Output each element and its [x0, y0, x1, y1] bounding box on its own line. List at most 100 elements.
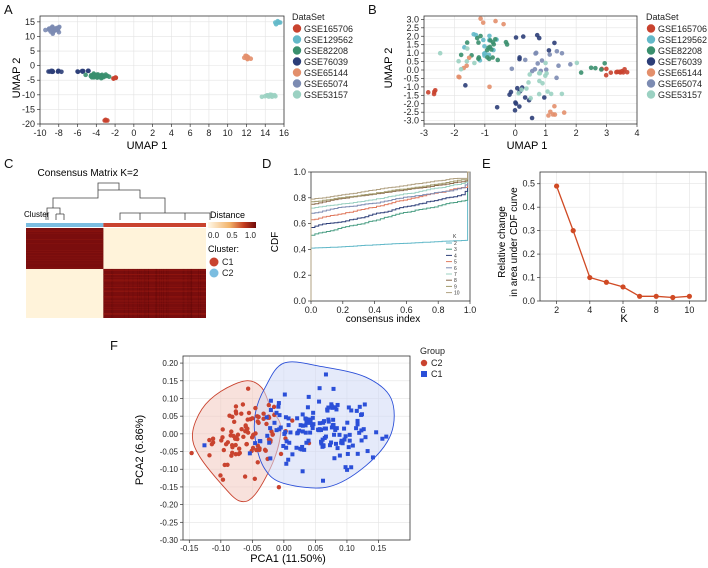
umap-b-legend-marker [646, 57, 656, 66]
umap-a-ytick-label: 15 [25, 17, 35, 27]
umap-b-point [526, 80, 531, 85]
pca-point-c1 [304, 417, 309, 422]
pca-point-c1 [268, 456, 273, 461]
pca-point-c1 [265, 433, 270, 438]
pca-point-c2 [253, 405, 258, 411]
umap-a-ytick-label: 5 [30, 46, 35, 56]
delta-area-point-k9 [670, 294, 676, 301]
pca-point-c1 [320, 437, 325, 442]
umap-b-point [501, 21, 506, 27]
pca-point-c1 [347, 432, 352, 437]
umap-b-point [515, 85, 520, 91]
cdf-xtick-label: 0.4 [368, 305, 381, 315]
pca-point-c1 [308, 430, 313, 435]
heatmap-dendrogram [45, 182, 211, 220]
pca-point-c1 [347, 438, 352, 443]
pca-legend-label: C2 [431, 358, 443, 368]
pca-point-c2 [269, 429, 274, 434]
umap-b-point [624, 69, 630, 75]
umap-b-point [522, 57, 528, 63]
umap-b-legend-marker [646, 68, 656, 77]
pca-point-c2 [250, 445, 256, 451]
umap-b-point [520, 34, 526, 39]
umap-b-point [457, 74, 462, 80]
umap-b-point [537, 78, 542, 84]
panel-label-e: E [482, 156, 491, 171]
pca-hulls [191, 361, 395, 503]
pca-point-c1 [335, 402, 340, 407]
pca-point-c1 [274, 428, 279, 433]
umap-a-xtick-label: -8 [55, 128, 63, 138]
umap-b-ytick-label: -3.0 [403, 116, 419, 126]
pca-point-c1 [317, 427, 322, 432]
pca-point-c1 [282, 392, 287, 397]
umap-a-legend-label: GSE76039 [304, 57, 348, 67]
pca-ytick-label: -0.25 [160, 518, 179, 527]
pca-point-c1 [327, 443, 332, 448]
umap-a-xtick-label: 14 [260, 128, 270, 138]
cdf-ytick-label: 0.6 [293, 219, 306, 229]
delta-area-point-k5 [603, 279, 610, 285]
pca-point-c2 [239, 427, 244, 432]
pca-point-c2 [220, 477, 226, 482]
umap-a-legend-label: GSE82208 [304, 46, 348, 56]
umap-a-point [59, 69, 64, 75]
umap-b-legend: DataSet GSE165706GSE129562GSE82208GSE7603… [646, 12, 707, 100]
pca-point-c1 [345, 467, 350, 472]
pca-point-c2 [209, 442, 215, 447]
umap-b-point [534, 32, 540, 38]
umap-a-xtick-label: 8 [206, 128, 211, 138]
pca-point-c1 [357, 430, 362, 435]
pca-point-c1 [332, 456, 337, 461]
pca-point-c1 [277, 413, 282, 418]
umap-b-point [491, 42, 497, 47]
delta-area-point-k6 [620, 284, 626, 290]
pca-point-c1 [284, 461, 289, 466]
pca-point-c1 [306, 394, 311, 399]
pca-point-c1 [290, 452, 295, 457]
cdf-line-k4 [310, 171, 470, 301]
pca-point-c1 [355, 451, 360, 456]
umap-b-point [463, 83, 468, 88]
pca-point-c2 [242, 474, 248, 479]
cdf-lines [310, 171, 470, 301]
pca-point-c1 [333, 441, 338, 446]
panel-d-cdf: 0.0 0.2 0.4 0.6 0.8 1.0 0.0 0.2 0.4 0.6 0.8 1.0 K23… [270, 167, 476, 325]
umap-b-point [488, 38, 493, 43]
cdf-legend-label: 6 [454, 266, 457, 272]
umap-b-point [487, 84, 492, 90]
umap-a-legend-label: GSE65074 [304, 79, 348, 89]
delta-area-xlabel: K [620, 313, 628, 325]
umap-b-point [480, 20, 486, 25]
pca-point-c1 [300, 423, 305, 428]
pca-point-c1 [303, 423, 308, 428]
pca-point-c1 [310, 423, 315, 428]
pca-xtick-label: 0.00 [276, 544, 292, 553]
umap-b-legend-marker [646, 24, 656, 33]
umap-b-point [512, 108, 518, 113]
pca-point-c1 [282, 431, 287, 436]
umap-b-legend-label: GSE53157 [658, 90, 702, 100]
umap-a-point [53, 27, 59, 32]
umap-b-legend-marker [646, 90, 656, 99]
umap-b-legend-label: GSE65144 [658, 68, 702, 78]
umap-b-point [559, 91, 565, 97]
umap-b-grid [423, 15, 638, 125]
pca-point-c1 [365, 449, 370, 454]
pca-point-c1 [326, 405, 331, 410]
pca-point-c1 [202, 443, 207, 448]
pca-point-c1 [329, 402, 334, 407]
pca-point-c1 [322, 419, 327, 424]
pca-point-c1 [306, 420, 311, 425]
umap-b-ytick-label: -2.5 [403, 107, 419, 117]
pca-point-c1 [342, 426, 347, 431]
pca-point-c1 [374, 430, 379, 435]
cdf-xtick-label: 0.0 [305, 305, 318, 315]
umap-b-point [493, 18, 498, 24]
umap-a-xtick-label: 10 [223, 128, 233, 138]
umap-a-legend-marker [292, 46, 302, 55]
pca-point-c1 [380, 436, 385, 441]
pca-point-c1 [284, 445, 289, 450]
heatmap-distance-colorbar [208, 222, 256, 228]
pca-point-c1 [278, 425, 283, 430]
